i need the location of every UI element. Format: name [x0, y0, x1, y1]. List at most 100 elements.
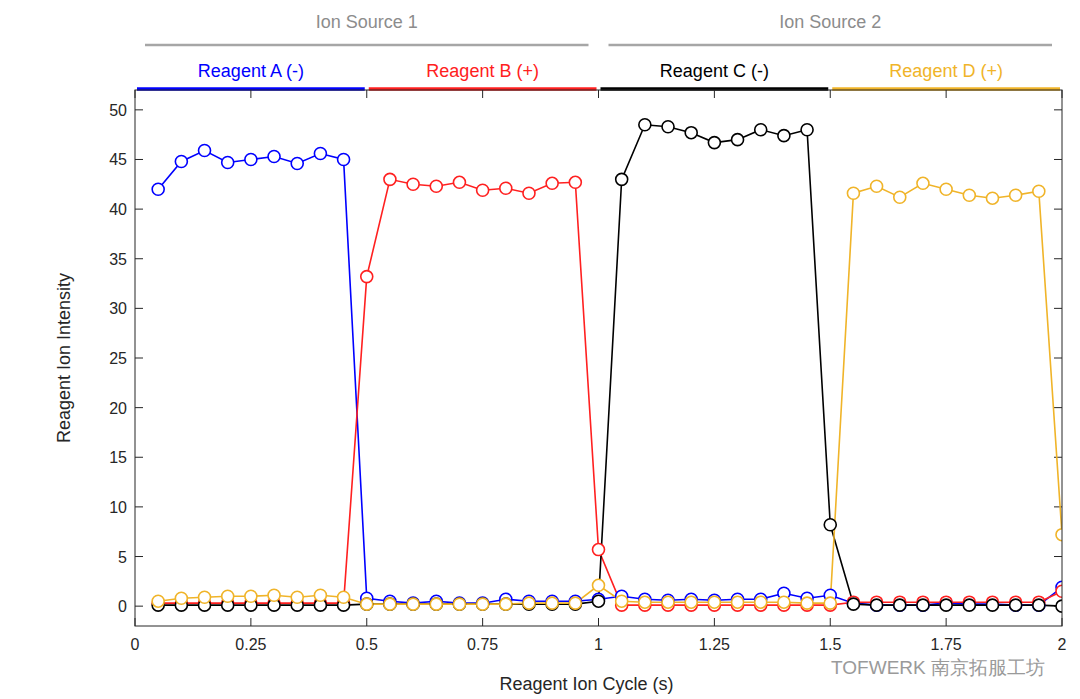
y-tick: [135, 506, 143, 507]
legend-label: Reagent D (+): [889, 61, 1003, 81]
series-marker: [477, 184, 489, 196]
x-tick-label: 0: [131, 636, 140, 653]
series-marker: [639, 596, 651, 608]
series-marker: [871, 180, 883, 192]
series-marker: [430, 598, 442, 610]
x-tick-top: [830, 90, 831, 98]
series-marker: [1033, 599, 1045, 611]
x-axis-label: Reagent Ion Cycle (s): [499, 674, 673, 694]
series-marker: [175, 592, 187, 604]
series-marker: [894, 191, 906, 203]
series-marker: [361, 271, 373, 283]
y-tick-label: 50: [109, 102, 127, 119]
x-tick-top: [714, 90, 715, 98]
annotation-bar: [609, 44, 1053, 47]
y-tick-right: [1054, 258, 1062, 259]
series-marker: [268, 151, 280, 163]
series-marker: [824, 519, 836, 531]
x-tick: [366, 618, 367, 626]
series-marker: [199, 145, 211, 157]
series-marker: [430, 180, 442, 192]
annotation: Ion Source 1: [316, 12, 418, 32]
series-marker: [894, 599, 906, 611]
y-tick-label: 5: [118, 549, 127, 566]
y-tick-right: [1054, 358, 1062, 359]
x-tick-label: 1: [594, 636, 603, 653]
y-tick-label: 35: [109, 251, 127, 268]
series-marker: [708, 137, 720, 149]
x-tick-top: [482, 90, 483, 98]
series-marker: [593, 595, 605, 607]
series-marker: [986, 192, 998, 204]
series-marker: [523, 187, 535, 199]
x-tick-top: [366, 90, 367, 98]
y-axis-label: Reagent Ion Intensity: [54, 273, 74, 443]
y-tick: [135, 457, 143, 458]
series-marker: [546, 597, 558, 609]
series-marker: [616, 173, 628, 185]
series-marker: [847, 597, 859, 609]
series-marker: [291, 157, 303, 169]
series-marker: [963, 599, 975, 611]
series-marker: [940, 599, 952, 611]
series-marker: [1056, 529, 1062, 541]
series-marker: [523, 597, 535, 609]
series-marker: [1010, 599, 1022, 611]
series-marker: [407, 598, 419, 610]
series-marker: [917, 177, 929, 189]
series-marker: [453, 597, 465, 609]
series-marker: [384, 173, 396, 185]
series-marker: [152, 183, 164, 195]
series-marker: [593, 544, 605, 556]
y-tick-label: 20: [109, 400, 127, 417]
plot-area: [135, 90, 1062, 626]
series-marker: [338, 591, 350, 603]
series-marker: [1010, 189, 1022, 201]
y-tick-right: [1054, 407, 1062, 408]
series-marker: [778, 596, 790, 608]
series-marker: [685, 127, 697, 139]
series-marker: [222, 156, 234, 168]
x-tick-top: [598, 90, 599, 98]
y-tick: [135, 556, 143, 557]
series-marker: [407, 598, 419, 610]
series-marker: [500, 598, 512, 610]
series-marker: [569, 597, 581, 609]
series-marker: [546, 598, 558, 610]
series-marker: [986, 599, 998, 611]
series-marker: [662, 596, 674, 608]
series-marker: [801, 597, 813, 609]
series-marker: [847, 187, 859, 199]
x-tick: [482, 618, 483, 626]
x-tick: [830, 618, 831, 626]
y-tick-label: 10: [109, 499, 127, 516]
series-marker: [871, 599, 883, 611]
series-marker: [732, 596, 744, 608]
y-tick-right: [1054, 457, 1062, 458]
series-marker: [593, 579, 605, 591]
y-tick-label: 15: [109, 449, 127, 466]
y-tick-label: 30: [109, 300, 127, 317]
series-marker: [175, 155, 187, 167]
series-marker: [477, 598, 489, 610]
series-marker: [917, 599, 929, 611]
series-marker: [199, 591, 211, 603]
series-marker: [407, 178, 419, 190]
series-line: [158, 183, 1062, 604]
series-marker: [871, 599, 883, 611]
series-marker: [685, 596, 697, 608]
annotation: Ion Source 2: [779, 12, 881, 32]
series-marker: [732, 134, 744, 146]
series-marker: [314, 148, 326, 160]
series-marker: [847, 598, 859, 610]
series-marker: [314, 589, 326, 601]
legend-label: Reagent B (+): [426, 61, 539, 81]
chart: Ion Source 1Ion Source 2Reagent A (-)Rea…: [0, 0, 1080, 699]
x-tick-top: [946, 90, 947, 98]
x-tick: [946, 618, 947, 626]
y-tick-right: [1054, 556, 1062, 557]
x-tick-label: 0.5: [356, 636, 378, 653]
series-marker: [569, 176, 581, 188]
series-marker: [1010, 599, 1022, 611]
series-marker: [1033, 599, 1045, 611]
